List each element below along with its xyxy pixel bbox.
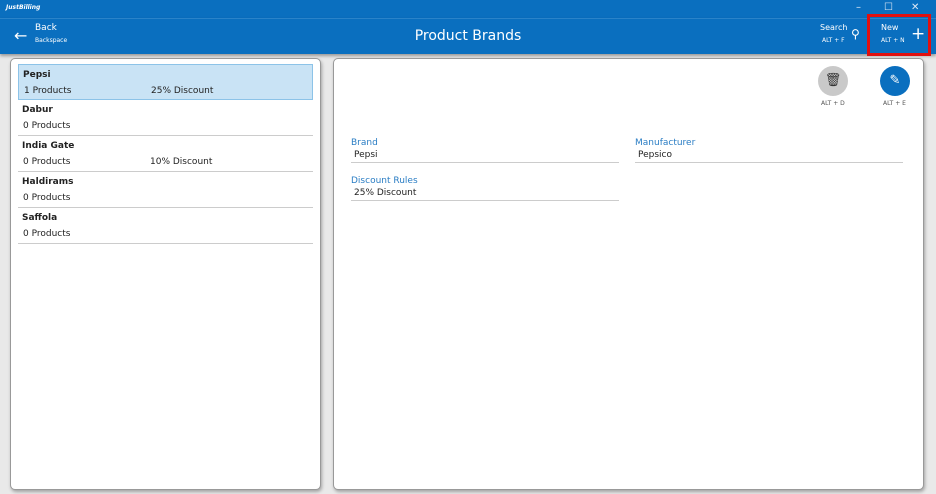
highlight-box	[867, 14, 931, 56]
brand-name: Pepsi	[23, 70, 51, 80]
header: ← Back Backspace Product Brands Search A…	[0, 18, 936, 54]
edit-button[interactable]: ✎	[880, 66, 910, 96]
brand-detail: 🗑 ALT + D ✎ ALT + E Brand Pepsi Manufact…	[333, 58, 924, 490]
product-count: 0 Products	[23, 193, 71, 203]
brand-name: Dabur	[22, 105, 53, 115]
product-count: 1 Products	[24, 86, 72, 96]
search-label: Search	[820, 23, 848, 32]
list-item[interactable]: Haldirams 0 Products	[18, 172, 313, 208]
delete-shortcut: ALT + D	[821, 100, 845, 107]
manufacturer-label: Manufacturer	[635, 138, 696, 148]
list-item[interactable]: India Gate 0 Products 10% Discount	[18, 136, 313, 172]
brand-label: Brand	[351, 138, 378, 148]
search-shortcut: ALT + F	[822, 37, 845, 44]
search-icon: ⚲	[851, 27, 860, 41]
brand-field[interactable]: Pepsi	[351, 150, 619, 163]
list-item[interactable]: Pepsi 1 Products 25% Discount	[18, 64, 313, 100]
close-button[interactable]: ✕	[911, 2, 920, 13]
plus-icon: +	[911, 24, 926, 44]
edit-shortcut: ALT + E	[883, 100, 906, 107]
discount-rules-field[interactable]: 25% Discount	[351, 188, 619, 201]
list-item[interactable]: Dabur 0 Products	[18, 100, 313, 136]
app-logo: JustBilling	[6, 4, 41, 11]
brand-name: India Gate	[22, 141, 75, 151]
title-bar: JustBilling – ☐ ✕	[0, 0, 936, 18]
minimize-button[interactable]: –	[856, 2, 861, 13]
delete-button[interactable]: 🗑	[818, 66, 848, 96]
brand-name: Haldirams	[22, 177, 74, 187]
new-label: New	[881, 23, 899, 32]
page-title: Product Brands	[414, 28, 522, 44]
trash-icon: 🗑	[824, 73, 842, 88]
manufacturer-field[interactable]: Pepsico	[635, 150, 903, 163]
back-label: Back	[35, 23, 57, 33]
product-count: 0 Products	[23, 121, 71, 131]
back-arrow-icon: ←	[14, 26, 28, 45]
discount-rules-label: Discount Rules	[351, 176, 418, 186]
new-shortcut: ALT + N	[881, 37, 905, 44]
brand-name: Saffola	[22, 213, 58, 223]
maximize-button[interactable]: ☐	[884, 2, 893, 13]
pencil-icon: ✎	[889, 73, 901, 88]
brand-list: Pepsi 1 Products 25% Discount Dabur 0 Produ…	[10, 58, 321, 490]
discount: 25% Discount	[151, 86, 214, 96]
back-shortcut: Backspace	[35, 37, 68, 44]
list-item[interactable]: Saffola 0 Products	[18, 208, 313, 244]
product-count: 0 Products	[23, 229, 71, 239]
discount: 10% Discount	[150, 157, 213, 167]
product-count: 0 Products	[23, 157, 71, 167]
